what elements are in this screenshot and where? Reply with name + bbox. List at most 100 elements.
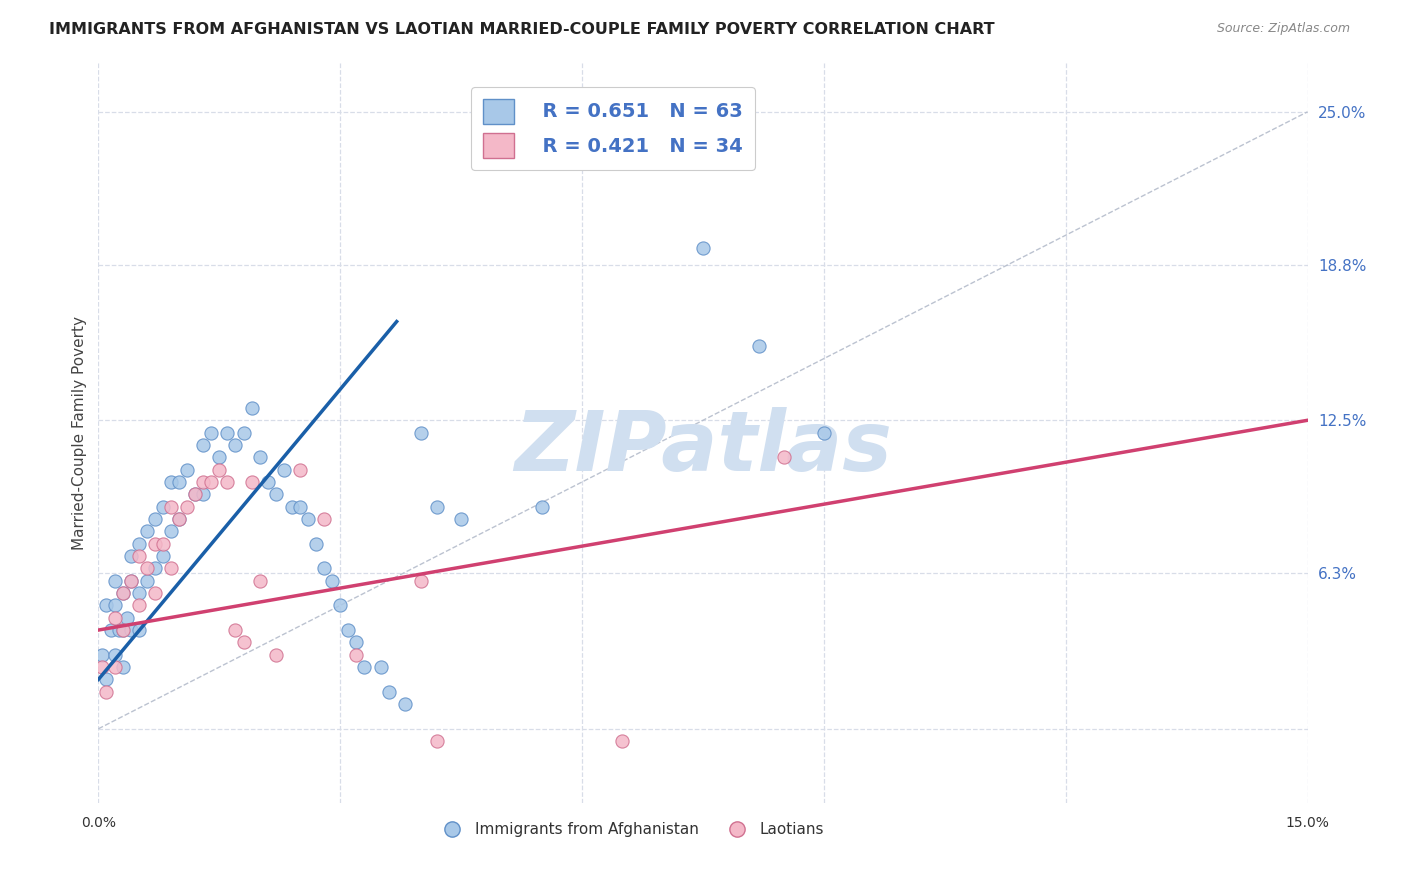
Point xyxy=(184,487,207,501)
Point xyxy=(256,475,278,489)
Point xyxy=(249,450,271,465)
Point xyxy=(337,623,360,637)
Point xyxy=(232,425,254,440)
Point xyxy=(107,623,129,637)
Point xyxy=(329,599,352,613)
Point xyxy=(120,574,142,588)
Point xyxy=(96,599,118,613)
Point xyxy=(426,734,449,748)
Point xyxy=(120,623,142,637)
Point xyxy=(176,500,198,514)
Point xyxy=(111,623,134,637)
Point xyxy=(297,512,319,526)
Point xyxy=(612,734,634,748)
Point xyxy=(96,673,118,687)
Point xyxy=(103,599,125,613)
Point xyxy=(160,561,183,575)
Point xyxy=(240,475,263,489)
Point xyxy=(232,635,254,649)
Point xyxy=(217,475,239,489)
Point xyxy=(135,574,157,588)
Point xyxy=(184,487,207,501)
Y-axis label: Married-Couple Family Poverty: Married-Couple Family Poverty xyxy=(72,316,87,549)
Legend: Immigrants from Afghanistan, Laotians: Immigrants from Afghanistan, Laotians xyxy=(430,816,831,843)
Point xyxy=(377,685,399,699)
Point xyxy=(264,648,287,662)
Point xyxy=(167,475,190,489)
Point xyxy=(450,512,472,526)
Point xyxy=(193,475,215,489)
Point xyxy=(224,438,246,452)
Point xyxy=(111,660,134,674)
Point xyxy=(288,462,311,476)
Point xyxy=(143,512,166,526)
Point xyxy=(120,574,142,588)
Point xyxy=(100,623,122,637)
Point xyxy=(813,425,835,440)
Point xyxy=(193,438,215,452)
Point xyxy=(103,574,125,588)
Point xyxy=(91,660,114,674)
Point xyxy=(167,512,190,526)
Point xyxy=(370,660,392,674)
Point xyxy=(314,512,336,526)
Point xyxy=(208,450,231,465)
Point xyxy=(193,487,215,501)
Point xyxy=(128,549,150,563)
Point xyxy=(321,574,343,588)
Point xyxy=(530,500,553,514)
Point xyxy=(128,623,150,637)
Point xyxy=(288,500,311,514)
Point xyxy=(152,549,174,563)
Point xyxy=(208,462,231,476)
Point xyxy=(96,685,118,699)
Point xyxy=(240,401,263,415)
Point xyxy=(314,561,336,575)
Point xyxy=(135,524,157,539)
Point xyxy=(160,524,183,539)
Point xyxy=(249,574,271,588)
Point xyxy=(281,500,304,514)
Point xyxy=(200,425,222,440)
Point xyxy=(772,450,794,465)
Point xyxy=(353,660,375,674)
Point xyxy=(160,500,183,514)
Point xyxy=(143,586,166,600)
Point xyxy=(394,697,416,711)
Point xyxy=(409,425,432,440)
Point xyxy=(748,339,770,353)
Point xyxy=(344,648,367,662)
Point xyxy=(103,611,125,625)
Point xyxy=(273,462,295,476)
Point xyxy=(217,425,239,440)
Point xyxy=(176,462,198,476)
Text: Source: ZipAtlas.com: Source: ZipAtlas.com xyxy=(1216,22,1350,36)
Point xyxy=(111,586,134,600)
Point xyxy=(160,475,183,489)
Point xyxy=(692,240,714,255)
Point xyxy=(143,561,166,575)
Point xyxy=(167,512,190,526)
Point xyxy=(103,648,125,662)
Point xyxy=(305,536,328,550)
Point xyxy=(200,475,222,489)
Point xyxy=(344,635,367,649)
Point xyxy=(128,536,150,550)
Point xyxy=(128,586,150,600)
Point xyxy=(224,623,246,637)
Point xyxy=(426,500,449,514)
Point xyxy=(152,536,174,550)
Point xyxy=(409,574,432,588)
Point xyxy=(264,487,287,501)
Point xyxy=(91,648,114,662)
Point xyxy=(115,611,138,625)
Point xyxy=(128,599,150,613)
Point xyxy=(111,586,134,600)
Text: ZIPatlas: ZIPatlas xyxy=(515,407,891,488)
Point xyxy=(111,623,134,637)
Point xyxy=(103,660,125,674)
Point xyxy=(612,142,634,156)
Point xyxy=(143,536,166,550)
Text: IMMIGRANTS FROM AFGHANISTAN VS LAOTIAN MARRIED-COUPLE FAMILY POVERTY CORRELATION: IMMIGRANTS FROM AFGHANISTAN VS LAOTIAN M… xyxy=(49,22,995,37)
Point xyxy=(135,561,157,575)
